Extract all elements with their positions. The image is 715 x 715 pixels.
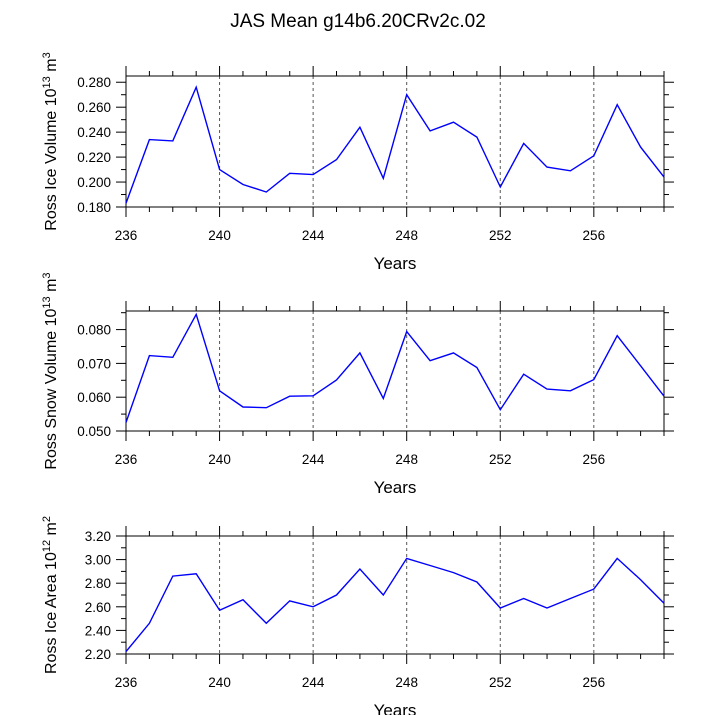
y-tick-label: 0.220 <box>77 150 111 165</box>
y-axis-label-text: m <box>43 522 60 540</box>
x-tick-label: 256 <box>583 675 606 690</box>
y-axis-label: Ross Ice Area 1012 m2 <box>41 516 60 674</box>
plot-frame <box>125 75 665 208</box>
y-tick-label: 0.280 <box>77 75 111 90</box>
y-axis-label-superscript: 2 <box>41 516 53 522</box>
y-axis-label: Ross Snow Volume 1013 m3 <box>41 272 60 469</box>
y-tick-label: 3.20 <box>85 529 111 544</box>
y-tick-label: 0.200 <box>77 175 111 190</box>
x-tick-label: 256 <box>583 452 606 467</box>
x-tick-label: 236 <box>115 675 138 690</box>
y-tick-label: 0.180 <box>77 200 111 215</box>
x-tick-label: 256 <box>583 228 606 243</box>
x-tick-label: 240 <box>208 452 231 467</box>
series-line <box>125 85 665 204</box>
y-tick-label: 3.00 <box>85 553 111 568</box>
x-axis-label: Years <box>374 478 417 497</box>
y-axis-label-text: m <box>43 58 60 76</box>
x-tick-label: 244 <box>302 452 325 467</box>
y-axis-label-superscript: 12 <box>41 540 53 552</box>
y-tick-label: 0.240 <box>77 125 111 140</box>
y-axis-label-superscript: 13 <box>41 296 53 308</box>
y-tick-label: 2.40 <box>85 623 111 638</box>
x-tick-label: 236 <box>115 452 138 467</box>
series-line <box>125 557 665 653</box>
series-line <box>125 312 665 423</box>
x-tick-label: 240 <box>208 228 231 243</box>
y-axis-label-text: m <box>43 279 60 297</box>
chart-panel-1: 0.180 0.200 0.220 0.240 0.260 0.280 236 240 244 2… <box>41 52 674 273</box>
x-tick-label: 244 <box>302 228 325 243</box>
y-axis-label-text: Ross Ice Volume 10 <box>43 88 60 230</box>
y-tick-label: 0.070 <box>77 356 111 371</box>
y-axis-label-superscript: 3 <box>41 272 53 278</box>
y-tick-label: 0.060 <box>77 390 111 405</box>
x-tick-label: 236 <box>115 228 138 243</box>
chart-title: JAS Mean g14b6.20CRv2c.02 <box>230 11 486 32</box>
y-axis-label-text: Ross Snow Volume 10 <box>43 308 60 469</box>
y-tick-label: 2.20 <box>85 647 111 662</box>
x-tick-label: 252 <box>489 675 512 690</box>
y-tick-label: 0.080 <box>77 323 111 338</box>
x-axis-label: Years <box>374 701 417 715</box>
y-tick-label: 0.260 <box>77 100 111 115</box>
x-tick-label: 240 <box>208 675 231 690</box>
x-tick-label: 248 <box>395 675 418 690</box>
plot-frame <box>125 535 665 655</box>
x-tick-label: 248 <box>395 452 418 467</box>
x-tick-label: 244 <box>302 675 325 690</box>
x-tick-label: 248 <box>395 228 418 243</box>
y-axis-label: Ross Ice Volume 1013 m3 <box>41 52 60 230</box>
y-tick-label: 2.80 <box>85 576 111 591</box>
x-tick-label: 252 <box>489 228 512 243</box>
chart-panel-2: 0.050 0.060 0.070 0.080 236 240 244 248 252 256 Ye… <box>41 272 674 497</box>
chart-panel-3: 2.20 2.40 2.60 2.80 3.00 3.20 236 240 244 248 252 2… <box>41 516 674 715</box>
x-tick-label: 252 <box>489 452 512 467</box>
y-axis-label-text: Ross Ice Area 10 <box>43 552 60 674</box>
y-axis-label-superscript: 13 <box>41 76 53 88</box>
y-tick-label: 2.60 <box>85 600 111 615</box>
x-axis-label: Years <box>374 254 417 273</box>
plot-frame <box>125 310 665 432</box>
y-tick-label: 0.050 <box>77 424 111 439</box>
y-axis-label-superscript: 3 <box>41 52 53 58</box>
